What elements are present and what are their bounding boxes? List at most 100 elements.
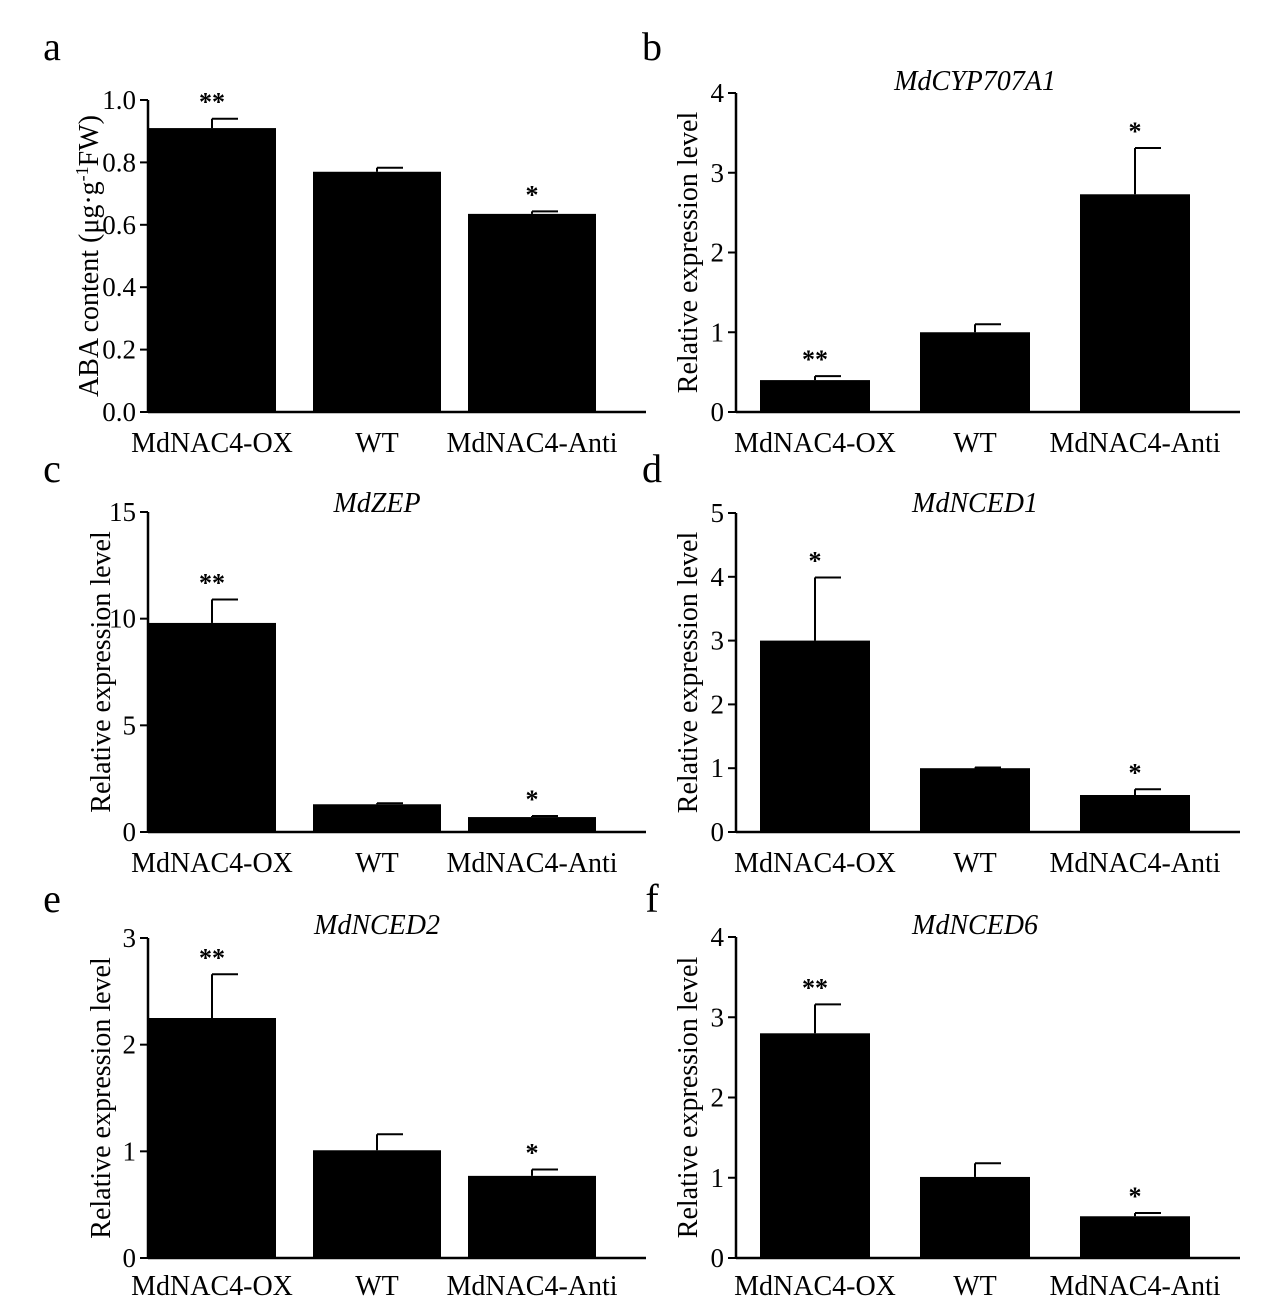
y-tick-label: 0.6 [102, 210, 136, 240]
bar-MdNAC4-Anti [1080, 794, 1190, 832]
y-tick-label: 3 [711, 1002, 725, 1032]
y-tick-label: 0.8 [102, 147, 136, 177]
bar-WT [920, 768, 1030, 832]
bar-MdNAC4-Anti [468, 213, 596, 412]
y-tick-label: 1 [711, 753, 725, 783]
category-label: MdNAC4-Anti [446, 1271, 617, 1302]
bar-MdNAC4-OX [148, 622, 276, 832]
y-tick-label: 5 [123, 710, 137, 740]
category-label: MdNAC4-OX [734, 848, 896, 879]
category-label: MdNAC4-Anti [446, 428, 617, 459]
chart-title: MdCYP707A1 [893, 66, 1056, 97]
panel-letter: f [645, 876, 659, 921]
significance-mark: ** [199, 943, 225, 972]
bar-MdNAC4-Anti [1080, 1216, 1190, 1258]
y-tick-label: 2 [711, 238, 725, 268]
y-tick-label: 0 [711, 397, 725, 427]
y-tick-label: 3 [711, 158, 725, 188]
bar-MdNAC4-Anti [468, 817, 596, 832]
panel-letter: b [642, 24, 662, 69]
category-label: WT [953, 848, 997, 879]
significance-mark: * [526, 1138, 539, 1167]
category-label: MdNAC4-OX [131, 1271, 293, 1302]
category-label: WT [953, 428, 997, 459]
y-tick-label: 2 [711, 689, 725, 719]
bar-MdNAC4-Anti [1080, 194, 1190, 412]
category-label: WT [355, 1271, 399, 1302]
chart-title: MdZEP [332, 488, 420, 519]
category-label: MdNAC4-Anti [1049, 428, 1220, 459]
y-tick-label: 3 [711, 626, 725, 656]
y-tick-label: 0 [711, 1243, 725, 1273]
panel-letter: d [642, 446, 662, 491]
y-axis-label-tail: FW) [74, 115, 105, 166]
significance-mark: * [1129, 117, 1142, 146]
y-axis-label-sup: -1 [72, 166, 92, 181]
y-tick-label: 4 [711, 922, 725, 952]
significance-mark: ** [802, 345, 828, 374]
y-tick-label: 1 [711, 1163, 725, 1193]
y-tick-label: 4 [711, 78, 725, 108]
y-tick-label: 3 [123, 923, 137, 953]
y-tick-label: 2 [123, 1030, 137, 1060]
category-label: MdNAC4-Anti [1049, 1271, 1220, 1302]
significance-mark: * [526, 180, 539, 209]
y-tick-label: 0 [123, 817, 137, 847]
chart-title: MdNCED2 [313, 910, 440, 941]
bar-MdNAC4-OX [760, 380, 870, 412]
y-tick-label: 10 [109, 604, 136, 634]
significance-mark: * [526, 785, 539, 814]
category-label: WT [355, 428, 399, 459]
y-axis-label: Relative expression level [86, 957, 117, 1239]
y-tick-label: 0.0 [102, 397, 136, 427]
y-tick-label: 2 [711, 1083, 725, 1113]
y-tick-label: 1.0 [102, 85, 136, 115]
chart-title: MdNCED6 [911, 910, 1038, 941]
bar-WT [313, 804, 441, 832]
category-label: WT [953, 1271, 997, 1302]
panel-letter: c [43, 446, 61, 491]
y-tick-label: 0 [123, 1243, 137, 1273]
y-tick-label: 0 [711, 817, 725, 847]
y-tick-label: 1 [123, 1136, 137, 1166]
bar-MdNAC4-OX [148, 128, 276, 412]
category-label: WT [355, 848, 399, 879]
y-tick-label: 0.2 [102, 335, 136, 365]
significance-mark: * [1129, 758, 1142, 787]
significance-mark: * [1129, 1182, 1142, 1211]
y-tick-label: 15 [109, 497, 136, 527]
category-label: MdNAC4-Anti [446, 848, 617, 879]
y-axis-label: Relative expression level [673, 957, 704, 1239]
y-axis-label: Relative expression level [673, 532, 704, 814]
significance-mark: * [809, 546, 822, 575]
y-tick-label: 0.4 [102, 272, 136, 302]
bar-WT [313, 171, 441, 412]
significance-mark: ** [802, 973, 828, 1002]
y-axis-label: Relative expression level [673, 112, 704, 394]
y-tick-label: 1 [711, 317, 725, 347]
category-label: MdNAC4-OX [734, 428, 896, 459]
significance-mark: ** [199, 568, 225, 597]
category-label: MdNAC4-OX [131, 428, 293, 459]
panel-letter: a [43, 24, 61, 69]
category-label: MdNAC4-Anti [1049, 848, 1220, 879]
chart-title: MdNCED1 [911, 488, 1038, 519]
category-label: MdNAC4-OX [734, 1271, 896, 1302]
panel-c: c MdZEP 0 5 10 15 Relative expression level ** M… [43, 446, 646, 879]
y-tick-label: 4 [711, 562, 725, 592]
bar-MdNAC4-OX [148, 1018, 276, 1258]
bar-WT [313, 1150, 441, 1258]
y-axis-label: Relative expression level [86, 531, 117, 813]
y-axis-label-main: ABA content (μg·g [74, 181, 105, 397]
panel-letter: e [43, 876, 61, 921]
bar-WT [920, 1176, 1030, 1258]
significance-mark: ** [199, 88, 225, 117]
y-axis-label: ABA content (μg·g-1FW) [72, 115, 105, 397]
bar-MdNAC4-OX [760, 640, 870, 832]
category-label: MdNAC4-OX [131, 848, 293, 879]
